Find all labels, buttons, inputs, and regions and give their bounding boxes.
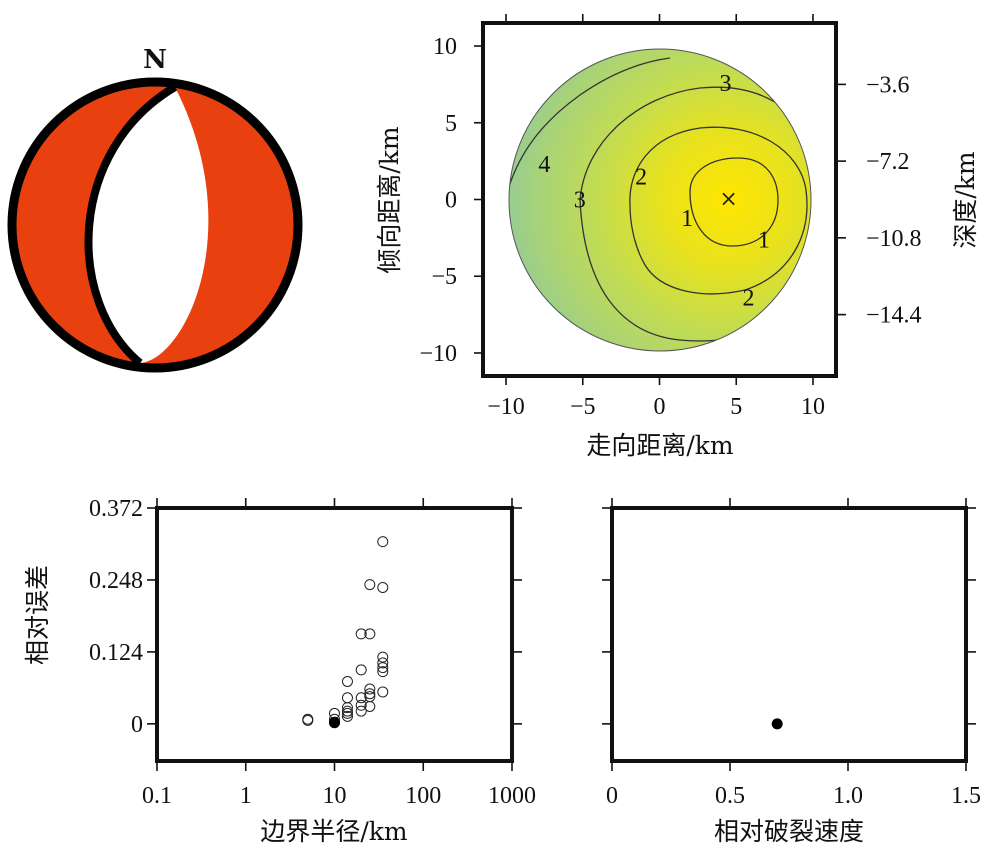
radius-error-point xyxy=(364,683,376,695)
radius-error-point xyxy=(377,666,389,678)
contour-lines xyxy=(509,57,811,342)
map-x-tick-label: 10 xyxy=(801,394,825,420)
misfit-disk xyxy=(509,49,811,351)
contour-label: 1 xyxy=(681,206,693,232)
radius-error-point xyxy=(377,657,389,669)
map-depth-tick-label: −3.6 xyxy=(866,72,910,98)
beachball-dilatational-quadrant xyxy=(88,87,209,363)
radius-error-point xyxy=(341,707,353,719)
radius-error-x-axis-title: 边界半径/km xyxy=(260,817,408,846)
radius-error-point xyxy=(355,628,367,640)
rupture-velocity-points xyxy=(771,718,783,730)
map-depth-tick-label: −10.8 xyxy=(866,226,922,252)
contour-label: 2 xyxy=(743,286,755,312)
radius-error-point xyxy=(355,664,367,676)
radius-error-point xyxy=(364,628,376,640)
rupture-velocity-ticks xyxy=(602,498,976,771)
radius-error-point xyxy=(355,705,367,717)
radius-error-x-tick-label: 100 xyxy=(405,783,441,809)
map-y-tick-label: 5 xyxy=(445,111,457,137)
map-y-tick-labels: 10 5 0 −5 −10 xyxy=(419,34,457,367)
radius-error-x-tick-label: 1 xyxy=(240,783,252,809)
rupture-velocity-x-axis-title: 相对破裂速度 xyxy=(714,817,864,846)
map-y-tick-label: −5 xyxy=(431,264,457,290)
radius-error-x-tick-labels: 0.1 1 10 100 1000 xyxy=(142,783,536,809)
radius-error-points xyxy=(302,536,389,729)
contour-label: 2 xyxy=(635,164,647,190)
radius-error-y-tick-labels: 0.372 0.248 0.124 0 xyxy=(89,496,143,738)
map-y-axis-title: 倾向距离/km xyxy=(375,126,404,274)
map-depth-axis-title: 深度/km xyxy=(951,151,980,249)
radius-error-point xyxy=(302,713,314,725)
map-depth-tick-labels: −3.6 −7.2 −10.8 −14.4 xyxy=(866,72,922,328)
rupture-velocity-best-point xyxy=(771,718,783,730)
radius-error-ticks xyxy=(147,498,522,771)
misfit-disk-edge xyxy=(508,48,812,352)
radius-error-point xyxy=(377,581,389,593)
radius-error-point xyxy=(341,676,353,688)
radius-error-x-tick-label: 1000 xyxy=(488,783,536,809)
radius-error-point xyxy=(364,688,376,700)
map-depth-tick-label: −14.4 xyxy=(866,303,922,329)
focal-mechanism-beachball: N xyxy=(7,45,303,373)
radius-error-x-tick-label: 0.1 xyxy=(142,783,172,809)
map-x-tick-label: 0 xyxy=(654,394,666,420)
rupture-velocity-frame xyxy=(610,506,968,763)
radius-error-point xyxy=(341,692,353,704)
radius-error-point xyxy=(377,536,389,548)
map-x-tick-label: −10 xyxy=(487,394,525,420)
contour-line-1 xyxy=(689,157,779,247)
radius-error-point xyxy=(341,710,353,722)
map-x-tick-label: 5 xyxy=(730,394,742,420)
rupture-velocity-x-tick-label: 0.5 xyxy=(715,783,745,809)
contour-label: 3 xyxy=(719,71,731,97)
north-label: N xyxy=(143,45,167,75)
radius-error-x-tick-label: 10 xyxy=(323,783,347,809)
radius-error-point xyxy=(355,699,367,711)
contour-label: 1 xyxy=(758,227,770,253)
map-y-tick-label: −10 xyxy=(419,341,457,367)
rupture-velocity-x-tick-label: 1.5 xyxy=(951,783,981,809)
radius-error-point xyxy=(377,651,389,663)
radius-error-y-tick-label: 0.248 xyxy=(89,568,143,594)
map-x-tick-labels: −10 −5 0 5 10 xyxy=(487,394,825,420)
map-x-axis-title: 走向距离/km xyxy=(586,431,734,460)
map-y-tick-label: 0 xyxy=(445,188,457,214)
radius-error-best-point xyxy=(329,717,340,729)
contour-label: 4 xyxy=(538,152,550,178)
rupture-velocity-x-tick-labels: 0 0.5 1.0 1.5 xyxy=(606,783,981,809)
rupture-velocity-x-tick-label: 1.0 xyxy=(833,783,863,809)
beachball-outline xyxy=(7,77,303,373)
radius-error-y-axis-title: 相对误差 xyxy=(23,565,52,665)
radius-error-point xyxy=(377,686,389,698)
map-depth-tick-label: −7.2 xyxy=(866,149,910,175)
map-x-tick-label: −5 xyxy=(570,394,596,420)
radius-error-y-tick-label: 0.124 xyxy=(89,640,143,666)
contour-label: 3 xyxy=(574,188,586,214)
best-hypocenter-marker: × xyxy=(719,187,737,212)
contour-line-3 xyxy=(579,86,811,342)
radius-error-y-tick-label: 0 xyxy=(131,712,143,738)
map-y-tick-label: 10 xyxy=(433,34,457,60)
contour-line-2 xyxy=(629,126,808,295)
rupture-velocity-panel: 0 0.5 1.0 1.5 相对破裂速度 xyxy=(602,498,981,846)
radius-error-panel: 0.1 1 10 100 1000 0.372 0.248 0.124 0 边界半径/km 相… xyxy=(23,496,536,846)
radius-error-point xyxy=(364,691,376,703)
contour-line-4 xyxy=(509,57,671,191)
rupture-velocity-x-tick-label: 0 xyxy=(606,783,618,809)
radius-error-point xyxy=(364,579,376,591)
map-ticks xyxy=(474,14,846,385)
beachball-nodal-plane xyxy=(84,83,178,367)
radius-error-point xyxy=(341,705,353,717)
radius-error-y-tick-label: 0.372 xyxy=(89,496,143,522)
